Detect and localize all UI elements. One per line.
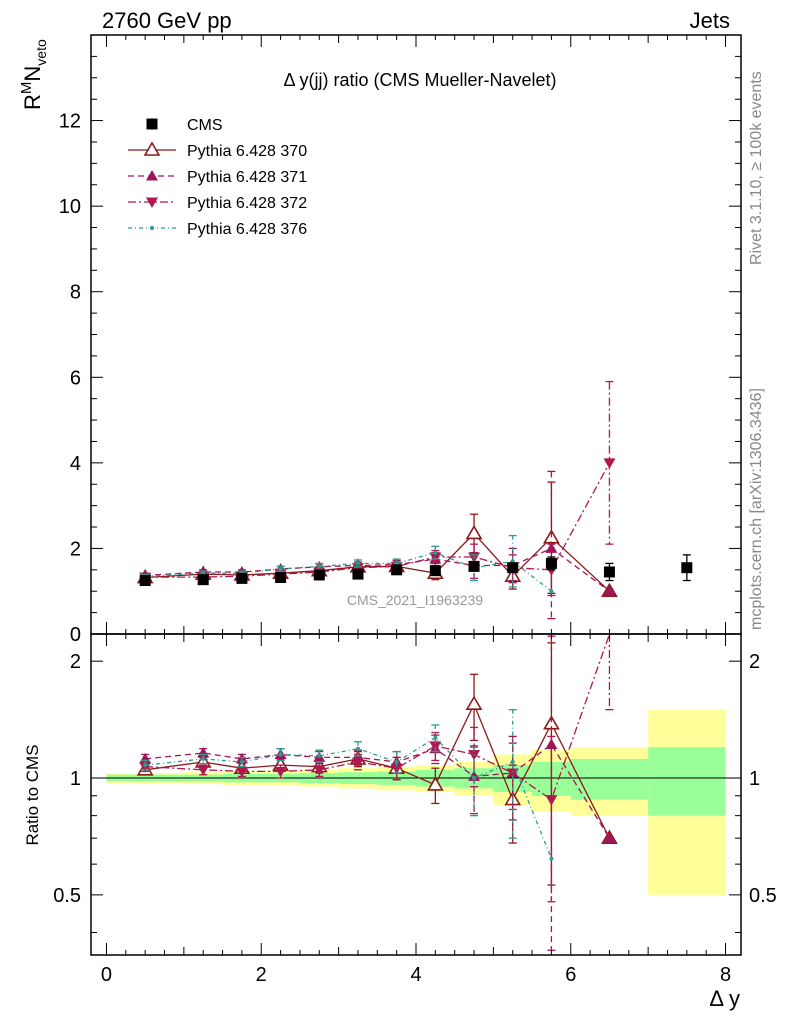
ratio-panel: 0 2 4 6 8 0.5 0.5 1 1 2 2 Ratio to CMS Δ y [23, 633, 777, 1011]
main-mc4-point [433, 550, 438, 555]
legend-label: Pythia 6.428 371 [187, 169, 307, 186]
y-label-sub: veto [33, 39, 49, 66]
ratio-mc4-line [145, 736, 553, 859]
ratio-y-tick-label-left: 0.5 [53, 885, 81, 907]
ratio-y-axis-label: Ratio to CMS [23, 744, 42, 845]
main-cms-point [236, 572, 248, 584]
watermark: CMS_2021_I1963239 [347, 592, 483, 608]
main-cms-point [468, 560, 480, 572]
main-cms-point [275, 572, 287, 584]
main-mc4-point [355, 561, 360, 566]
main-cms-point [352, 568, 364, 580]
ratio-y-tick-label-right: 2 [749, 651, 760, 673]
main-y-tick-label: 10 [59, 196, 81, 218]
ratio-y-tick-label-left: 1 [70, 768, 81, 790]
ratio-mc2-line [145, 743, 611, 839]
main-mc2-line [145, 547, 610, 592]
legend-label: CMS [187, 117, 223, 134]
main-cms-point [545, 557, 557, 569]
ratio-mc3-point [390, 763, 403, 775]
legend-label: Pythia 6.428 370 [187, 143, 307, 160]
ratio-mc4-point [549, 856, 554, 861]
y-label-part2: N [20, 66, 45, 82]
x-tick-label: 8 [720, 964, 731, 986]
main-cms-point [603, 566, 615, 578]
main-mc4-point [317, 564, 322, 569]
main-cms-point [391, 564, 403, 576]
legend: CMS Pythia 6.428 370 Pythia 6.428 371 Pythi… [128, 117, 307, 238]
main-cms-point [681, 562, 693, 574]
main-cms-point [507, 562, 519, 574]
main-panel: 0 2 4 6 8 10 12 RMNveto [18, 34, 742, 646]
uncertainty-band-green [648, 747, 726, 816]
x-tick-label: 6 [565, 964, 576, 986]
ratio-mc4-point [239, 759, 244, 764]
plot-title: Δ y(jj) ratio (CMS Mueller-Navelet) [283, 70, 556, 90]
main-mc2-point [603, 585, 616, 596]
y-label-part: R [20, 94, 45, 110]
main-y-axis-label: RMNveto [18, 39, 49, 110]
legend-marker [143, 141, 161, 156]
ratio-mc4-point [433, 735, 438, 740]
main-mc3-point [351, 563, 364, 574]
legend-label: Pythia 6.428 376 [187, 221, 307, 238]
side-label-top: Rivet 3.1.10, ≥ 100k events [748, 71, 765, 265]
ratio-mc4-point [355, 746, 360, 751]
ratio-mc4-point [510, 759, 515, 764]
uncertainty-band-green [570, 758, 649, 800]
ratio-y-tick-label-left: 2 [70, 651, 81, 673]
ratio-mc1-line [145, 702, 611, 839]
main-cms-point [139, 575, 151, 587]
ratio-mc3-point [313, 765, 326, 776]
main-mc3-line [145, 462, 611, 578]
ratio-mc4-point [317, 753, 322, 758]
ratio-mc4-point [201, 756, 206, 761]
main-y-tick-label: 4 [70, 453, 81, 475]
main-cms-point [313, 569, 325, 581]
ratio-mc3-point [197, 765, 210, 776]
main-y-tick-label: 8 [70, 282, 81, 304]
ratio-mc4-point [143, 763, 148, 768]
header-left: 2760 GeV pp [102, 8, 232, 33]
y-label-sup: M [18, 82, 35, 95]
ratio-y-tick-label-right: 1 [749, 768, 760, 790]
x-axis-label: Δ y [709, 986, 740, 1011]
main-y-tick-label: 12 [59, 111, 81, 133]
main-mc4-point [278, 566, 283, 571]
ratio-mc3-point [545, 795, 558, 806]
ratio-mc3-point [235, 766, 248, 778]
x-tick-label: 2 [256, 964, 267, 986]
x-tick-label: 4 [410, 964, 421, 986]
ratio-mc4-point [278, 752, 283, 757]
main-mc1-point [465, 524, 483, 540]
main-cms-point [197, 574, 209, 586]
ratio-mc3-point [429, 741, 442, 752]
legend-label: Pythia 6.428 372 [187, 195, 307, 212]
legend-marker [150, 226, 154, 230]
x-tick-label: 0 [101, 964, 112, 986]
ratio-mc3-point [351, 757, 364, 768]
ratio-mc1-point [426, 776, 444, 791]
main-cms-point [429, 565, 441, 577]
main-y-tick-label: 6 [70, 367, 81, 389]
ratio-mc3-point [274, 766, 287, 778]
side-label-bottom: mcplots.cern.ch [arXiv:1306.3436] [748, 388, 765, 630]
ratio-mc2-point [603, 832, 616, 843]
main-mc4-point [549, 589, 554, 594]
ratio-mc4-point [394, 759, 399, 764]
ratio-y-tick-label-right: 0.5 [749, 885, 777, 907]
legend-marker [146, 197, 158, 208]
main-y-tick-label: 2 [70, 538, 81, 560]
legend-marker [146, 118, 158, 130]
header-right: Jets [690, 8, 730, 33]
ratio-mc1-point [465, 695, 483, 710]
main-y-tick-label: 0 [70, 624, 81, 646]
ratio-mc4-point [472, 776, 477, 781]
main-mc3-point [603, 458, 616, 469]
main-mc1-line [145, 532, 610, 592]
legend-marker [146, 170, 158, 181]
ratio-mc3-line [145, 633, 611, 801]
